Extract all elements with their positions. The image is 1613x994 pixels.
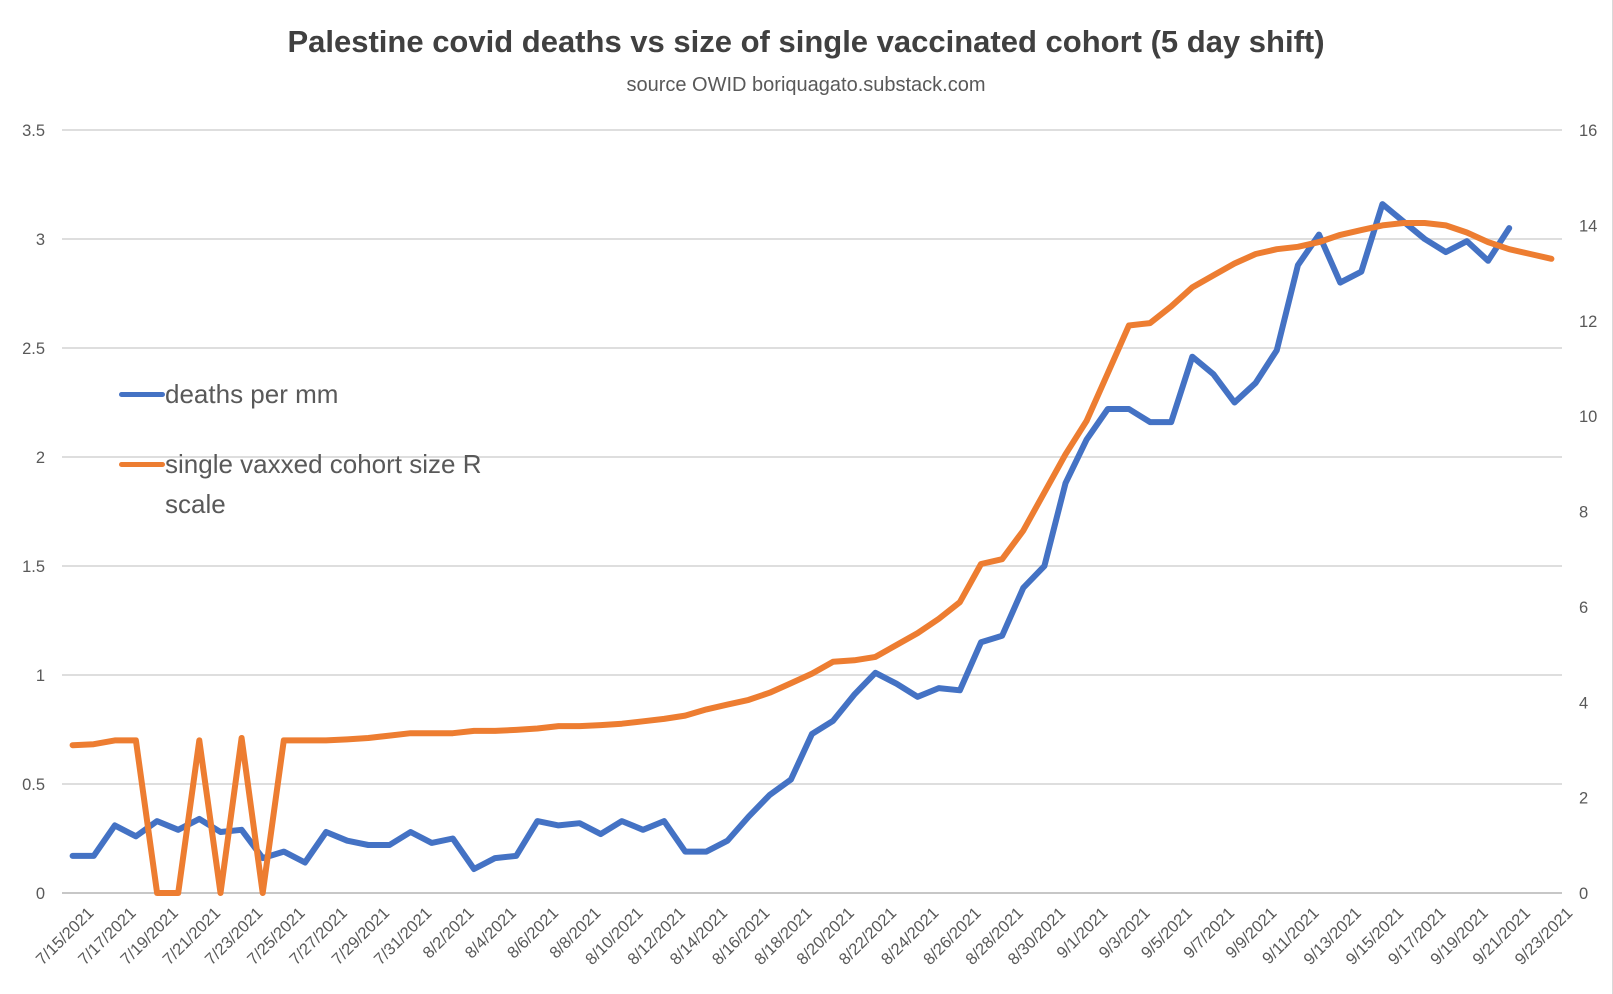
y-axis-label-right: 0	[1579, 885, 1588, 903]
deaths-per-mm-line	[69, 201, 1513, 872]
legend-item-cohort-size[interactable]: single vaxxed cohort size R scale	[119, 444, 495, 524]
chart-title: Palestine covid deaths vs size of single…	[287, 24, 1325, 59]
y-axis-label-right: 2	[1579, 790, 1588, 808]
y-axis-label-left: 3	[36, 231, 45, 249]
legend-label-deaths: deaths per mm	[165, 379, 339, 409]
cohort-size-line	[69, 220, 1555, 896]
y-axis-label-left: 3.5	[22, 122, 45, 140]
legend-label-cohort: single vaxxed cohort size R scale	[165, 449, 482, 519]
y-axis-label-right: 6	[1579, 599, 1588, 617]
y-axis-label-left: 1	[36, 667, 45, 685]
y-axis-label-right: 8	[1579, 504, 1588, 522]
y-axis-label-left: 2	[36, 449, 45, 467]
y-axis-label-right: 4	[1579, 694, 1588, 712]
y-axis-label-right: 12	[1579, 313, 1597, 331]
y-axis-label-left: 2.5	[22, 340, 45, 358]
y-axis-label-right: 16	[1579, 122, 1597, 140]
y-axis-label-left: 0	[36, 885, 45, 903]
legend-item-deaths-per-mm[interactable]: deaths per mm	[119, 374, 495, 414]
y-axis-label-right: 10	[1579, 408, 1597, 426]
chart-legend: deaths per mm single vaxxed cohort size …	[119, 374, 495, 554]
y-axis-label-left: 0.5	[22, 776, 45, 794]
y-axis-label-left: 1.5	[22, 558, 45, 576]
cohort-line-swatch-icon	[119, 462, 165, 467]
deaths-line-swatch-icon	[119, 392, 165, 397]
chart-subtitle: source OWID boriquagato.substack.com	[626, 74, 986, 96]
y-axis-label-right: 14	[1579, 217, 1597, 235]
